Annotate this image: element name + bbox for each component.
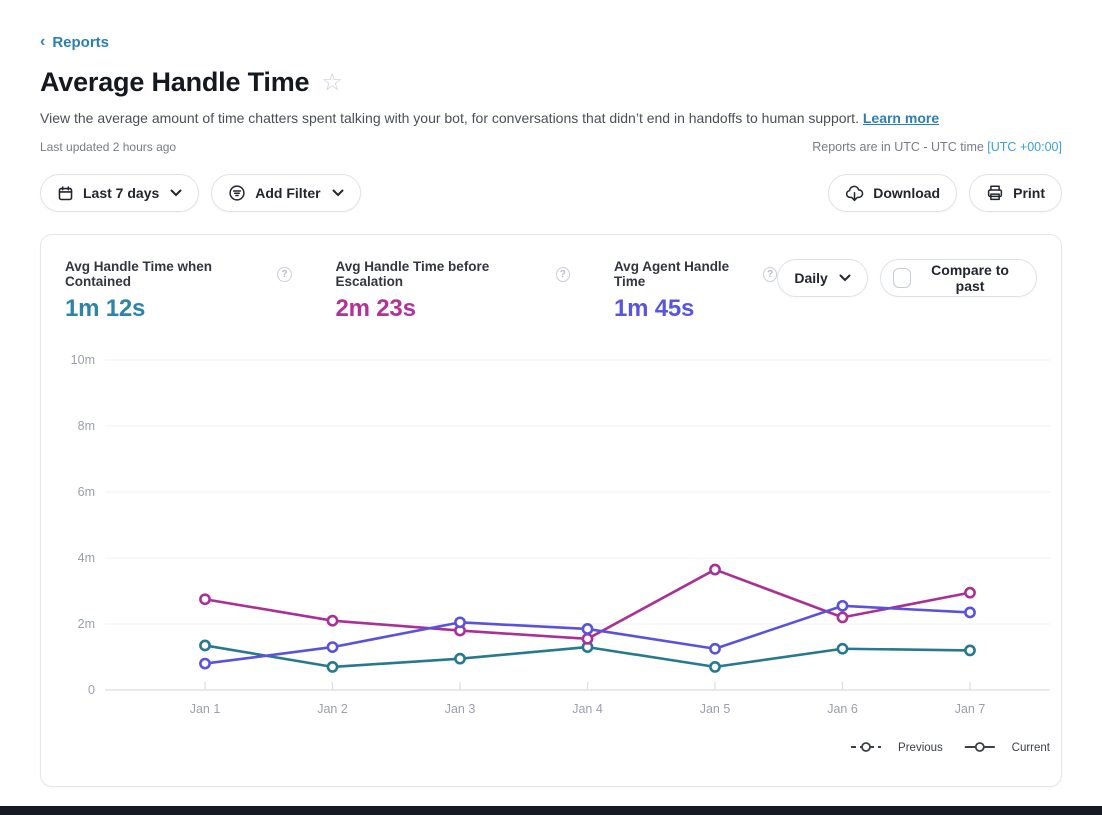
learn-more-link[interactable]: Learn more: [862, 110, 940, 126]
svg-text:Jan 4: Jan 4: [572, 702, 603, 716]
compare-checkbox[interactable]: [892, 268, 912, 288]
filter-icon: [228, 184, 246, 202]
report-page: ‹ Reports Average Handle Time ☆ View the…: [40, 32, 1062, 787]
svg-text:Jan 7: Jan 7: [955, 702, 986, 716]
svg-text:Current: Current: [1012, 742, 1051, 754]
metric-value: 1m 45s: [613, 295, 695, 322]
favorite-star-icon[interactable]: ☆: [321, 68, 343, 96]
timezone-value: [UTC +00:00]: [987, 140, 1062, 154]
breadcrumb-back-link[interactable]: ‹ Reports: [40, 32, 110, 51]
printer-icon: [986, 184, 1004, 202]
metric-value: 2m 23s: [335, 295, 416, 322]
metric-contained: Avg Handle Time when Contained ? 1m 12s: [65, 259, 292, 323]
timezone-note: Reports are in UTC - UTC time [UTC +00:0…: [812, 140, 1062, 154]
svg-text:6m: 6m: [78, 485, 95, 499]
download-button[interactable]: Download: [828, 174, 958, 212]
date-range-button[interactable]: Last 7 days: [40, 174, 200, 212]
chevron-down-icon: [170, 189, 182, 197]
report-description: View the average amount of time chatters…: [40, 110, 940, 126]
svg-text:Jan 3: Jan 3: [445, 702, 476, 716]
metric-label: Avg Handle Time when Contained: [65, 259, 213, 289]
chevron-down-icon: [332, 189, 344, 197]
metric-label: Avg Agent Handle Time: [613, 259, 730, 289]
last-updated-text: Last updated 2 hours ago: [40, 140, 177, 154]
svg-text:Jan 6: Jan 6: [827, 702, 858, 716]
svg-text:Jan 5: Jan 5: [700, 702, 731, 716]
svg-text:Jan 1: Jan 1: [190, 702, 221, 716]
svg-text:Previous: Previous: [898, 742, 943, 754]
handle-time-chart: 0 2m 4m 6m 8m 10m Jan 1 Jan 2 Jan 3 Jan 4 Jan 5 Jan…: [65, 335, 1051, 764]
svg-text:10m: 10m: [71, 353, 95, 367]
metric-agent: Avg Agent Handle Time ? 1m 45s: [613, 259, 778, 323]
svg-text:8m: 8m: [78, 419, 95, 433]
svg-text:4m: 4m: [78, 551, 95, 565]
page-title: Average Handle Time: [40, 67, 310, 97]
chevron-left-icon: ‹: [40, 32, 46, 50]
help-icon[interactable]: ?: [763, 266, 778, 282]
print-button[interactable]: Print: [969, 174, 1062, 212]
calendar-icon: [57, 185, 74, 202]
report-panel: Avg Handle Time when Contained ? 1m 12s …: [40, 234, 1062, 787]
metric-escalation: Avg Handle Time before Escalation ? 2m 2…: [336, 259, 570, 323]
svg-text:0: 0: [88, 683, 95, 697]
add-filter-button[interactable]: Add Filter: [211, 174, 361, 212]
help-icon[interactable]: ?: [277, 266, 292, 282]
toolbar: Last 7 days Add Filter: [40, 174, 1062, 212]
breadcrumb-label: Reports: [52, 34, 110, 51]
svg-text:Jan 2: Jan 2: [317, 702, 348, 716]
granularity-dropdown[interactable]: Daily: [777, 259, 868, 297]
metric-label: Avg Handle Time before Escalation: [335, 259, 490, 289]
chevron-down-icon: [839, 274, 851, 282]
help-icon[interactable]: ?: [555, 266, 570, 282]
compare-to-past-toggle[interactable]: Compare to past: [879, 259, 1037, 297]
cloud-download-icon: [845, 185, 864, 202]
window-bottom-edge: [0, 806, 1102, 815]
metric-value: 1m 12s: [65, 295, 146, 322]
metrics-summary: Avg Handle Time when Contained ? 1m 12s …: [65, 259, 778, 323]
svg-text:2m: 2m: [78, 617, 95, 631]
line-chart[interactable]: 0 2m 4m 6m 8m 10m Jan 1 Jan 2 Jan 3 Jan 4 Jan 5 Jan…: [65, 335, 1059, 759]
